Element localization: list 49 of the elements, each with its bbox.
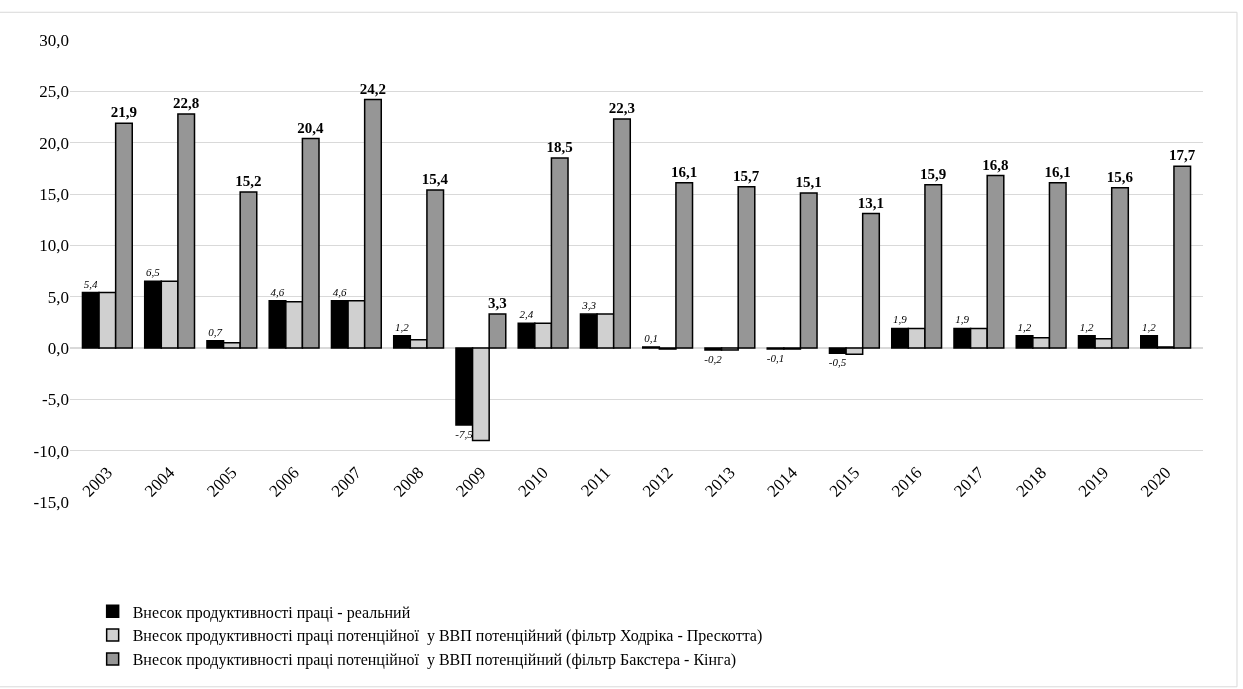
data-label: 16,8 xyxy=(982,156,1009,173)
legend-label: Внесок продуктивності праці потенційної у ВВП потенційний (фільтр Бакстера - Кінга) xyxy=(132,651,737,670)
data-label: 1,2 xyxy=(1017,320,1032,333)
data-label: -0,5 xyxy=(828,356,847,369)
y-tick-label: -5,0 xyxy=(42,390,69,410)
data-label: 16,1 xyxy=(671,163,698,180)
y-tick-label: 25,0 xyxy=(39,82,69,102)
data-label: 1,9 xyxy=(955,313,970,326)
data-label: 18,5 xyxy=(546,139,573,156)
y-tick-label: -10,0 xyxy=(33,441,69,461)
data-label: 3,3 xyxy=(581,299,597,312)
data-label: 0,7 xyxy=(208,325,223,338)
data-label: 1,9 xyxy=(892,313,908,326)
data-label: 1,2 xyxy=(1079,320,1094,333)
data-label: 15,7 xyxy=(733,167,760,184)
data-label: -0,1 xyxy=(766,352,785,365)
data-label: 15,9 xyxy=(920,165,947,182)
data-label: 15,1 xyxy=(795,173,822,190)
data-label: 13,1 xyxy=(857,194,885,211)
data-label: 3,3 xyxy=(488,295,507,312)
y-tick-label: 15,0 xyxy=(39,184,69,204)
y-tick-label: 30,0 xyxy=(39,30,69,50)
data-label: 4,6 xyxy=(332,285,347,298)
data-label: 15,2 xyxy=(235,172,262,189)
data-label: 2,4 xyxy=(519,308,534,321)
data-label: 1,2 xyxy=(394,320,410,333)
y-tick-label: -15,0 xyxy=(33,492,69,512)
data-label: 15,4 xyxy=(421,170,449,187)
data-label: 22,3 xyxy=(608,100,636,117)
legend-label: Внесок продуктивності праці - реальний xyxy=(132,603,411,622)
data-label: 21,9 xyxy=(110,104,138,121)
data-label: 24,2 xyxy=(359,80,387,97)
data-label: -0,2 xyxy=(704,353,723,366)
data-label: 0,1 xyxy=(644,331,658,344)
data-label: 16,1 xyxy=(1044,163,1071,180)
data-label: 17,7 xyxy=(1168,147,1196,164)
data-label: 4,6 xyxy=(270,285,285,298)
y-tick-label: 10,0 xyxy=(39,236,69,256)
data-label: 6,5 xyxy=(145,266,161,279)
legend-label: Внесок продуктивності праці потенційної у ВВП потенційний (фільтр Ходріка - Прескотта) xyxy=(132,627,763,646)
data-label: 15,6 xyxy=(1106,168,1134,185)
data-label: 20,4 xyxy=(297,119,325,136)
y-tick-label: 0,0 xyxy=(47,338,69,358)
data-label: 1,2 xyxy=(1141,320,1157,333)
data-label: -7,5 xyxy=(455,428,474,440)
data-label: 22,8 xyxy=(173,94,200,111)
data-label: 5,4 xyxy=(83,277,98,290)
y-tick-label: 20,0 xyxy=(39,133,69,153)
y-tick-label: 5,0 xyxy=(47,287,69,307)
